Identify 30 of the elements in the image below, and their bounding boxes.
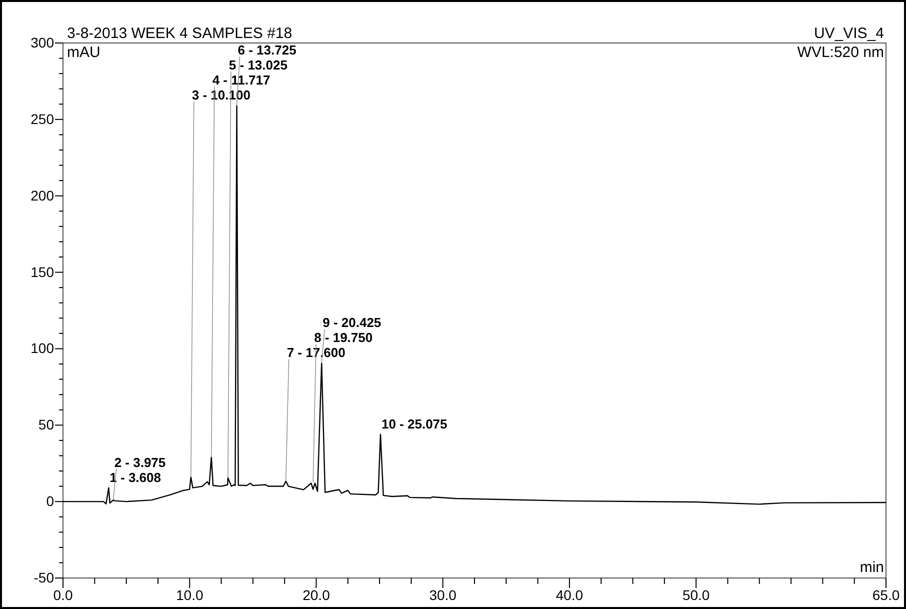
annotation: 5 - 13.025: [228, 58, 288, 73]
annotation: 8 - 19.750: [314, 330, 373, 346]
x-tick-label: 50.0: [682, 586, 710, 603]
chart-title: 3-8-2013 WEEK 4 SAMPLES #18: [67, 25, 292, 42]
y-tick-label: 50: [38, 416, 54, 433]
annotation: 7 - 17.600: [286, 345, 346, 360]
x-tick-label: 20.0: [302, 586, 330, 603]
annotation: 2 - 3.975: [114, 454, 166, 470]
y-axis-title: mAU: [67, 44, 100, 61]
x-tick-label: 10.0: [176, 586, 204, 603]
y-tick-label: 300: [30, 34, 54, 50]
annotation: 10 - 25.075: [381, 416, 448, 432]
y-tick-label: 250: [30, 110, 54, 127]
annotation: 9 - 20.425: [322, 315, 382, 330]
x-tick-label: 30.0: [429, 586, 457, 603]
annotation: 6 - 13.725: [238, 42, 296, 58]
x-tick-label: 65.0: [872, 586, 900, 603]
x-tick-label: 0.0: [53, 586, 73, 603]
x-axis-title: min: [860, 559, 884, 576]
y-tick-label: 0: [46, 493, 54, 510]
annotation: 3 - 10.100: [192, 88, 250, 103]
annotation: WVL:520 nm: [797, 44, 884, 61]
x-tick-label: 40.0: [556, 586, 584, 603]
y-tick-label: 150: [30, 264, 54, 280]
y-tick-label: 100: [30, 340, 54, 356]
annotation: 4 - 11.717: [212, 72, 270, 88]
y-tick-label: -50: [34, 569, 54, 586]
chart-subtitle: UV_VIS_4: [814, 25, 884, 42]
y-tick-label: 200: [30, 187, 54, 204]
annotation: 1 - 3.608: [110, 470, 162, 485]
